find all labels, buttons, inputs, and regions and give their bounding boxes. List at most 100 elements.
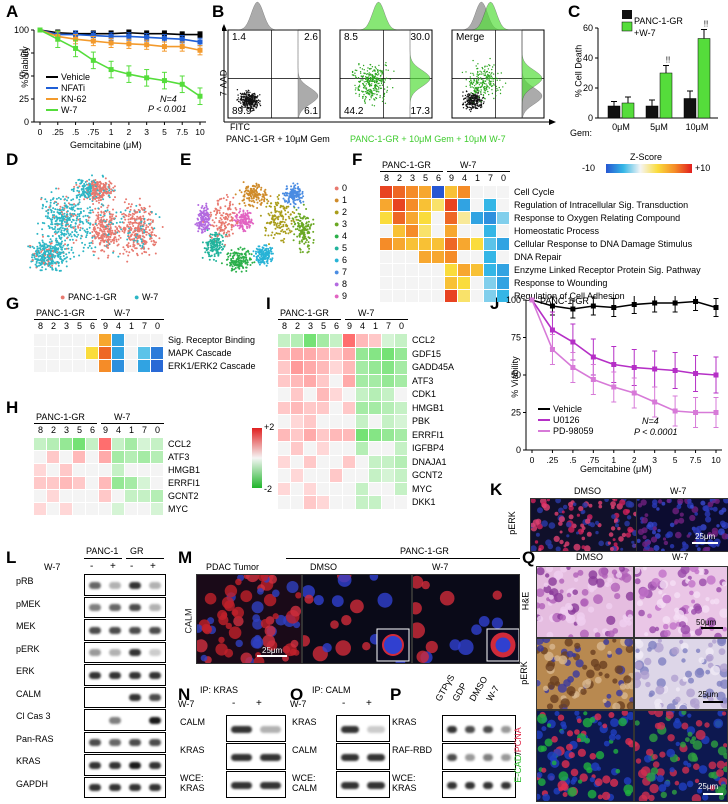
umap-point [37, 258, 39, 261]
umap-point [117, 238, 120, 241]
umap-point [218, 219, 221, 222]
flow-event [362, 83, 364, 85]
flow-event [475, 90, 477, 93]
umap-point [215, 213, 217, 216]
flow-event [461, 104, 464, 106]
umap-point [140, 238, 143, 241]
heat-cell [99, 490, 111, 502]
umap-point [135, 221, 138, 224]
umap-point [158, 237, 161, 240]
umap-point [48, 217, 51, 220]
umap-point [140, 220, 143, 223]
flow-event [477, 86, 480, 89]
umap-point [57, 253, 60, 256]
umap-point [98, 181, 101, 184]
umap-point [256, 201, 259, 204]
umap-point [239, 222, 242, 225]
heat-cell [484, 277, 496, 289]
heat-cell [343, 496, 355, 509]
umap-point [106, 240, 109, 242]
umap-point [123, 229, 126, 232]
umap-point [246, 209, 249, 212]
umap-point [85, 183, 88, 186]
cluster-label: 2 [339, 207, 347, 217]
umap-point [45, 205, 47, 208]
umap-point [213, 238, 216, 241]
umap-point [221, 229, 224, 232]
row-label: Homeostatic Process [514, 226, 600, 236]
umap-point [136, 215, 139, 218]
umap-point [305, 208, 308, 210]
umap-point [205, 206, 208, 208]
flow-event [252, 93, 255, 95]
umap-point [146, 219, 149, 221]
flow-event [239, 99, 242, 101]
row-label: MAPK Cascade [168, 348, 232, 358]
heat-cell [458, 251, 470, 263]
umap-point [238, 227, 241, 230]
umap-point [75, 231, 78, 234]
cluster-legend-item: ● 4 [334, 230, 354, 242]
umap-point [302, 203, 305, 206]
column-label: 6 [333, 321, 339, 331]
umap-point [228, 213, 231, 216]
significance-marker: !! [704, 20, 708, 29]
flow-event [251, 100, 253, 102]
umap-point [158, 216, 161, 219]
umap-point [90, 247, 93, 250]
umap-point [122, 228, 125, 230]
heat-cell [317, 374, 329, 387]
umap-point [42, 245, 45, 248]
flow-event [371, 76, 374, 78]
umap-point [85, 187, 87, 190]
umap-point [209, 242, 212, 245]
umap-point [209, 239, 212, 241]
flow-event [358, 84, 361, 87]
flow-event [488, 64, 490, 66]
umap-point [196, 224, 199, 227]
flow-event [372, 70, 374, 73]
heat-cell [393, 212, 405, 224]
umap-point [59, 205, 62, 208]
umap-point [231, 211, 234, 214]
cluster-legend-item: ● 7 [334, 266, 354, 278]
umap-point [73, 209, 76, 212]
umap-point [241, 218, 244, 221]
heat-cell [432, 199, 444, 211]
data-point [693, 410, 699, 415]
umap-point [66, 210, 69, 213]
umap-point [288, 200, 291, 202]
row-label: Response to Oxygen Relating Compound [514, 213, 681, 223]
row-label: DNAJA1 [412, 456, 447, 467]
umap-point [69, 224, 72, 226]
umap-point [133, 239, 136, 242]
umap-point [46, 235, 49, 238]
umap-point [94, 198, 97, 201]
umap-point [97, 257, 100, 260]
flow-event [365, 87, 368, 89]
umap-point [91, 235, 94, 238]
flow-event [245, 90, 247, 92]
flow-event [489, 75, 491, 78]
umap-point [77, 218, 80, 221]
heat-cell [369, 442, 381, 455]
group-line-1 [380, 171, 443, 172]
umap-point [43, 263, 46, 266]
flow-event [470, 79, 472, 82]
data-point [672, 368, 678, 373]
umap-point [86, 228, 89, 231]
heat-cell [382, 482, 394, 495]
umap-point [119, 252, 121, 255]
umap-point [77, 225, 79, 228]
umap-point [74, 225, 77, 228]
flow-event [377, 71, 379, 74]
flow-event [237, 94, 239, 96]
umap-point [274, 207, 277, 210]
data-point [713, 410, 719, 415]
heat-cell [151, 490, 163, 502]
x-tick-label: 1 [109, 127, 114, 137]
umap-point [282, 225, 285, 228]
flow-event [249, 98, 251, 101]
umap-point [36, 247, 39, 250]
heat-cell [330, 374, 342, 387]
